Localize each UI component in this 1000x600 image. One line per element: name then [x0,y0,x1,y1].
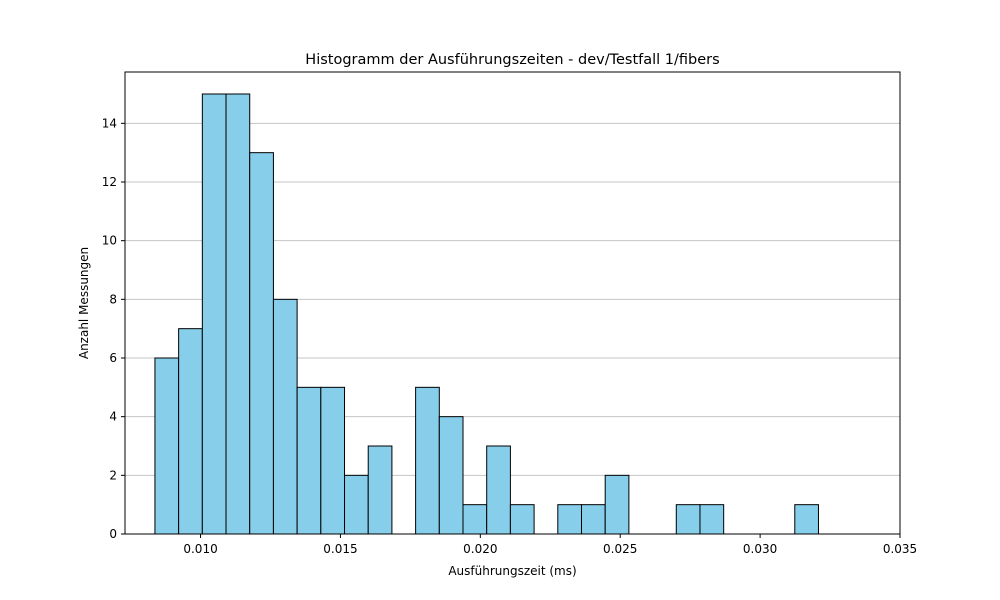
histogram-bar [509,504,535,535]
plot-frame [124,71,901,535]
x-tick-label: 0.035 [883,542,917,556]
y-tick-label: 4 [109,410,117,424]
y-tick-label: 14 [102,116,117,130]
histogram-bar [344,474,369,535]
histogram-bar [320,386,346,535]
y-tick-label: 10 [102,234,117,248]
y-axis-ticks: 0 2 4 6 8 10 12 14 [102,116,125,541]
histogram-bar [415,386,440,535]
histogram-bar [438,416,464,535]
y-tick-label: 6 [109,351,117,365]
chart-title: Histogramm der Ausführungszeiten - dev/T… [305,52,719,68]
histogram-bar [201,93,227,535]
histogram-bar [557,504,582,535]
y-tick-label: 8 [109,292,117,306]
x-tick-label: 0.030 [743,542,777,556]
histogram-bar [367,445,393,535]
histogram-bar [462,504,488,535]
y-tick-label: 0 [109,527,117,541]
histogram-bars [154,93,819,535]
histogram-bar [699,504,725,535]
histogram-bar [178,328,203,535]
y-axis-label: Anzahl Messungen [77,247,91,359]
histogram-bar [154,357,180,535]
x-tick-label: 0.020 [463,542,497,556]
x-axis-label: Ausführungszeit (ms) [448,564,576,578]
histogram-bar [249,152,274,535]
x-tick-label: 0.010 [183,542,217,556]
histogram-bar [675,504,701,535]
histogram-bar [580,504,606,535]
x-tick-label: 0.015 [323,542,357,556]
y-tick-label: 2 [109,468,117,482]
y-tick-label: 12 [102,175,117,189]
histogram-bar [225,93,251,535]
histogram-bar [794,504,819,535]
x-axis-ticks: 0.010 0.015 0.020 0.025 0.030 0.035 [183,534,917,556]
histogram-bar [604,474,630,535]
histogram-bar [272,298,298,535]
x-tick-label: 0.025 [603,542,637,556]
histogram-bar [486,445,511,535]
histogram-bar [296,386,322,535]
